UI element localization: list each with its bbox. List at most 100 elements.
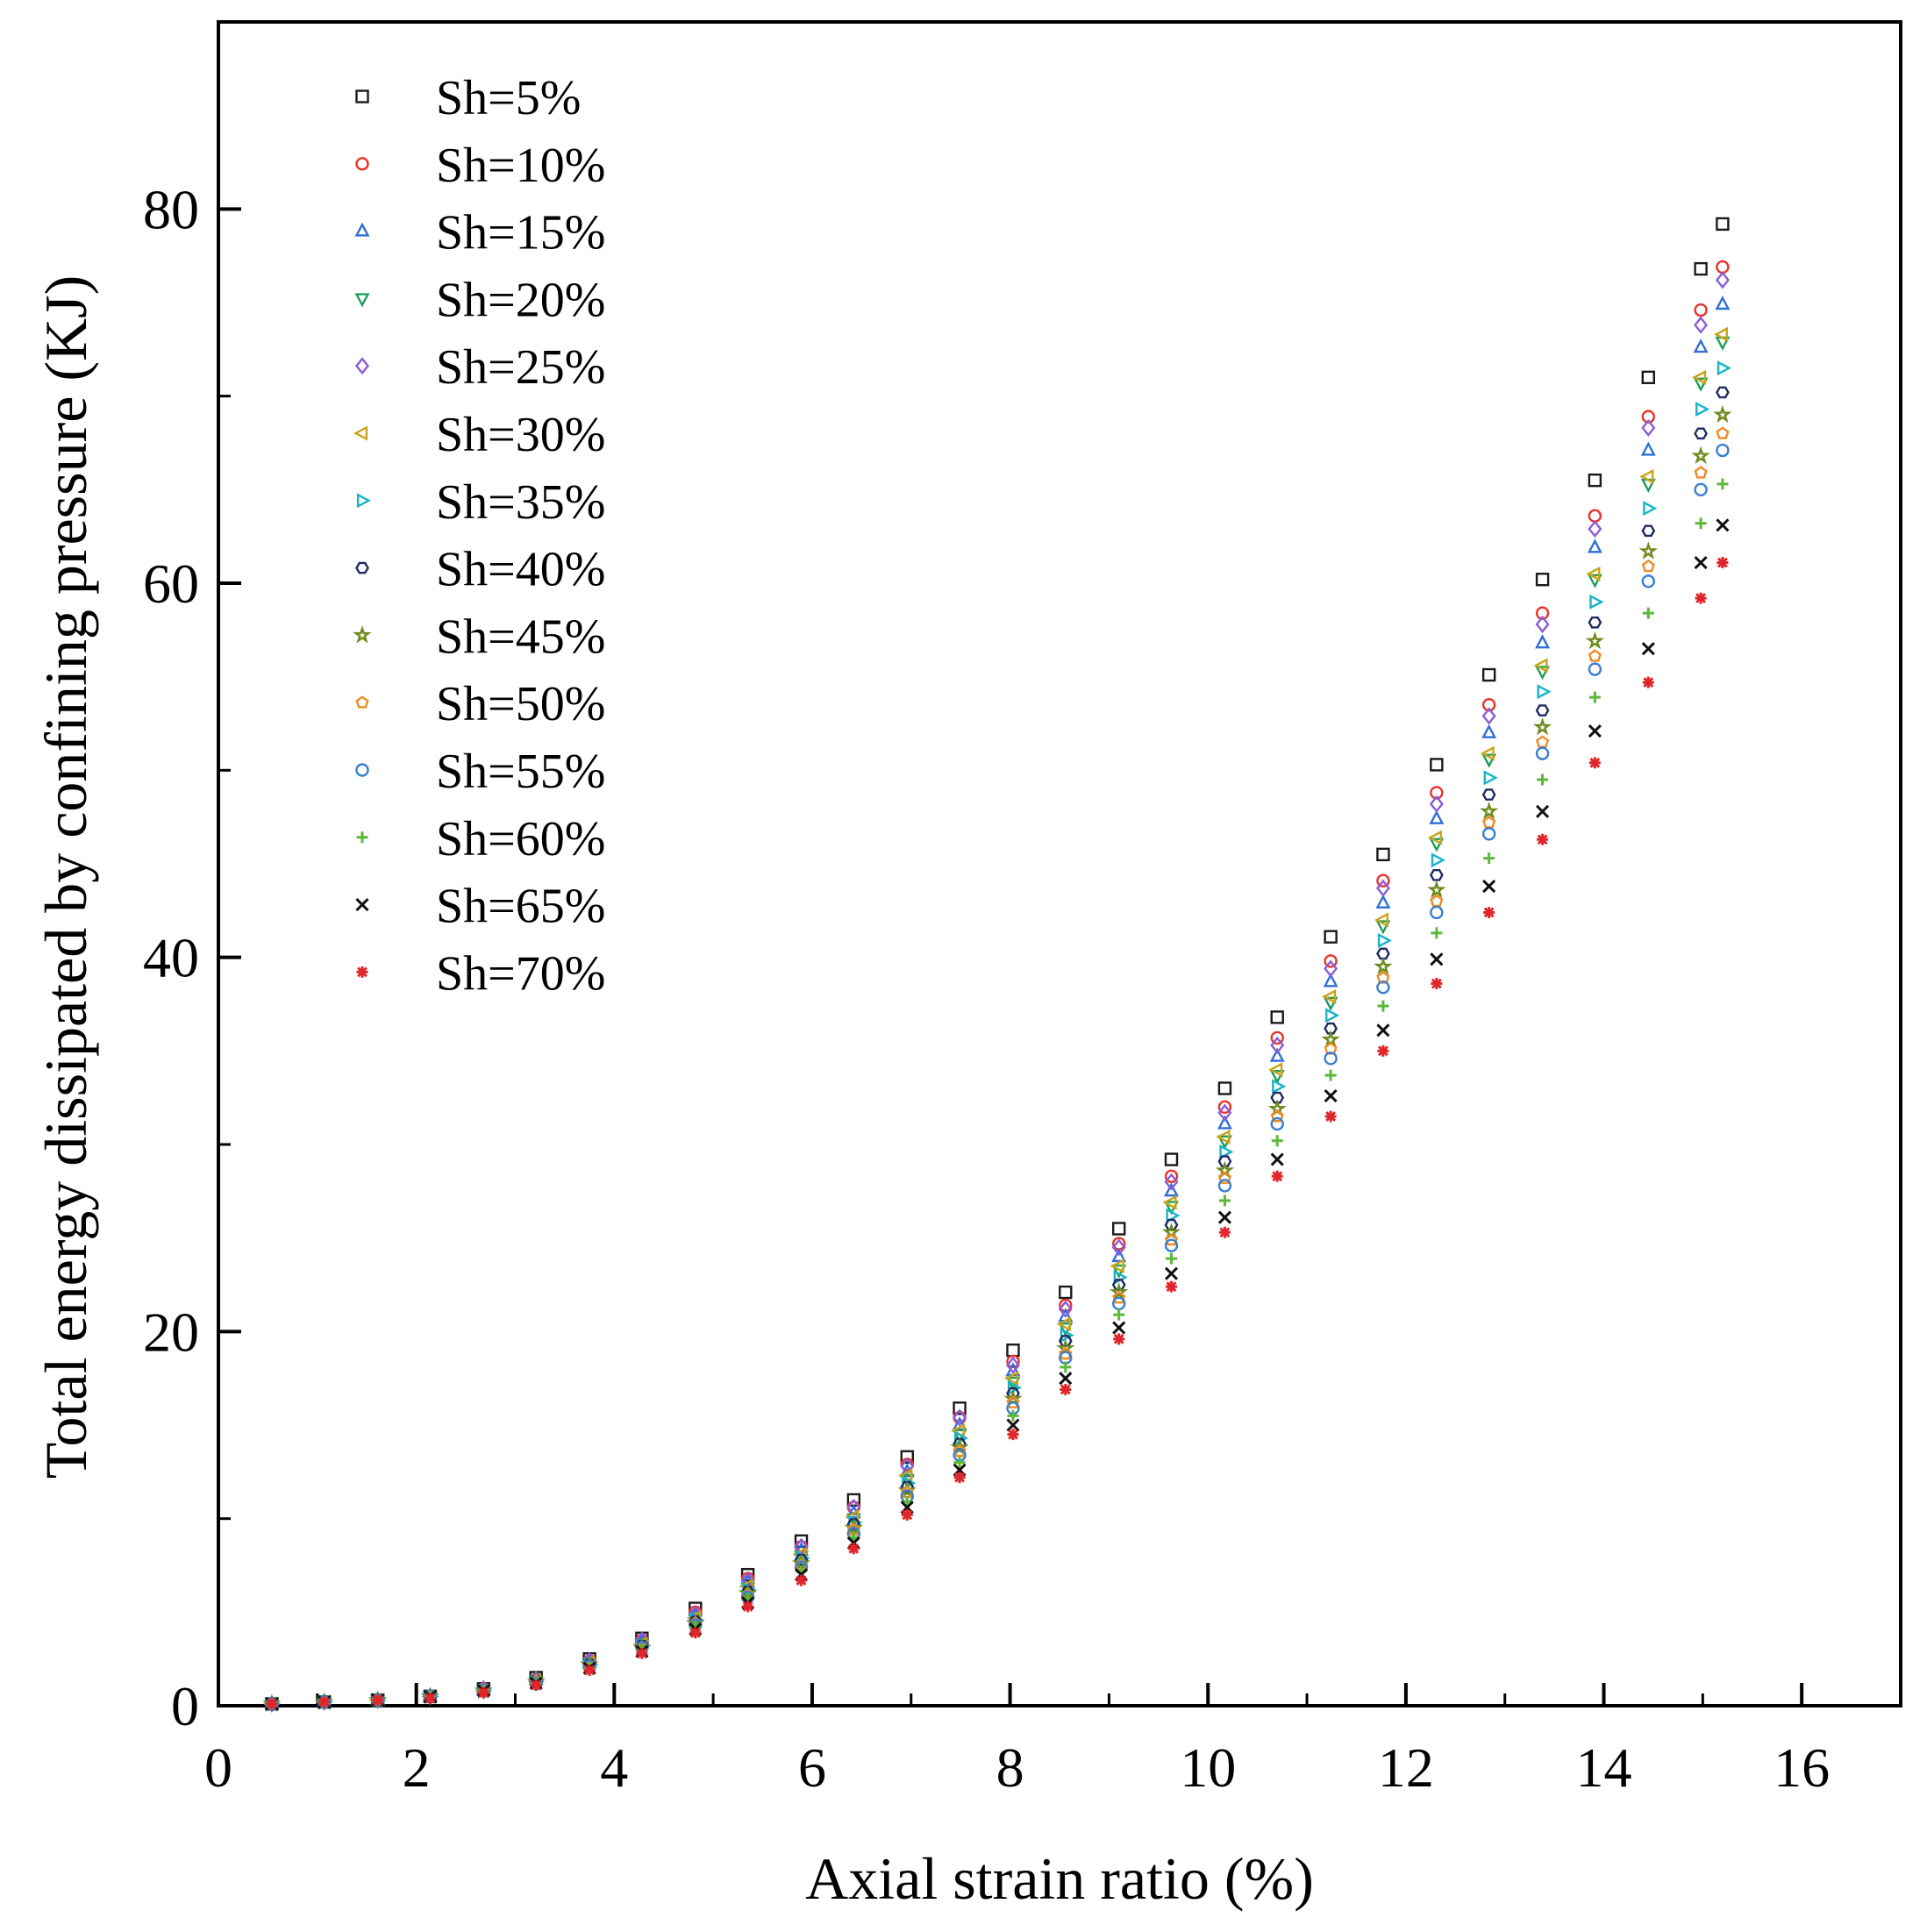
data-point bbox=[1713, 404, 1732, 424]
data-point bbox=[1692, 369, 1707, 385]
data-point bbox=[794, 1534, 809, 1548]
data-point bbox=[1271, 1135, 1283, 1147]
data-point bbox=[1216, 1129, 1231, 1144]
legend-label: Sh=35% bbox=[436, 475, 605, 530]
legend-item: Sh=10% bbox=[355, 139, 605, 193]
data-point bbox=[1694, 555, 1708, 570]
data-point bbox=[1716, 443, 1730, 458]
legend-label: Sh=15% bbox=[436, 206, 605, 260]
data-point bbox=[1268, 1062, 1283, 1078]
x-tick-label: 0 bbox=[204, 1736, 232, 1799]
legend-marker bbox=[354, 222, 370, 237]
legend-label: Sh=60% bbox=[436, 812, 605, 866]
data-point bbox=[1270, 1036, 1285, 1054]
data-point bbox=[1111, 1222, 1126, 1236]
data-point bbox=[1588, 691, 1601, 703]
data-point bbox=[1694, 482, 1708, 497]
data-point bbox=[742, 1600, 754, 1613]
data-point bbox=[1217, 1210, 1231, 1224]
data-point bbox=[1483, 906, 1495, 918]
data-point bbox=[1113, 1333, 1125, 1345]
data-point bbox=[1694, 261, 1708, 276]
legend: Sh=5% Sh=10% Sh=15% Sh=20% Sh=25% Sh=30% Sh=35… bbox=[353, 71, 605, 1001]
legend-marker bbox=[353, 625, 372, 644]
data-point bbox=[1218, 1226, 1231, 1238]
data-point bbox=[1480, 745, 1495, 761]
data-point bbox=[844, 1518, 864, 1536]
data-point bbox=[1111, 1238, 1126, 1257]
y-tick-label: 40 bbox=[143, 927, 199, 989]
data-point bbox=[266, 1698, 278, 1710]
data-point bbox=[689, 1627, 702, 1639]
data-point bbox=[1322, 988, 1337, 1004]
data-point bbox=[1374, 957, 1393, 975]
x-tick-label: 8 bbox=[996, 1736, 1024, 1799]
data-point bbox=[1376, 873, 1390, 888]
data-point bbox=[953, 1408, 967, 1427]
legend-label: Sh=25% bbox=[436, 340, 605, 395]
data-point bbox=[1272, 1079, 1287, 1094]
data-point bbox=[1587, 538, 1602, 553]
data-point bbox=[1640, 441, 1656, 456]
data-point bbox=[636, 1647, 648, 1659]
data-point bbox=[953, 1444, 967, 1458]
data-point bbox=[1325, 1008, 1340, 1023]
data-point bbox=[953, 1457, 966, 1469]
data-point bbox=[1481, 724, 1497, 738]
data-point bbox=[1535, 573, 1550, 587]
data-point bbox=[1060, 1328, 1074, 1344]
legend-label: Sh=30% bbox=[436, 408, 605, 462]
data-point bbox=[1715, 296, 1731, 310]
data-point bbox=[1375, 920, 1391, 935]
x-tick-label: 12 bbox=[1378, 1736, 1434, 1799]
data-point bbox=[318, 1696, 331, 1708]
data-point bbox=[1323, 996, 1338, 1011]
data-point bbox=[900, 1450, 914, 1464]
data-point bbox=[1058, 1300, 1073, 1318]
data-point bbox=[1694, 466, 1708, 479]
data-point bbox=[1639, 468, 1654, 484]
data-point bbox=[1324, 1022, 1338, 1035]
data-point bbox=[530, 1679, 542, 1692]
legend-label: Sh=10% bbox=[436, 139, 605, 193]
y-tick-label: 80 bbox=[143, 178, 199, 240]
data-point bbox=[1691, 446, 1710, 465]
data-point bbox=[1164, 1182, 1179, 1197]
legend-item: Sh=25% bbox=[354, 340, 605, 395]
legend-item: Sh=5% bbox=[355, 71, 581, 125]
data-point bbox=[1166, 1208, 1181, 1223]
data-point bbox=[1164, 1169, 1179, 1183]
legend-marker bbox=[356, 831, 368, 844]
series-14 bbox=[266, 557, 1729, 1710]
data-point bbox=[1694, 316, 1709, 334]
plot-frame-layer bbox=[217, 20, 1902, 1707]
data-point bbox=[1585, 631, 1605, 650]
data-point bbox=[1482, 880, 1496, 894]
y-axis-ticks: 0 20 40 60 80 bbox=[143, 178, 241, 1737]
data-point bbox=[1270, 1152, 1284, 1166]
data-point bbox=[1217, 1103, 1232, 1122]
legend-marker bbox=[355, 898, 369, 912]
data-point bbox=[1217, 1081, 1232, 1095]
legend-label: Sh=40% bbox=[436, 543, 605, 597]
data-point bbox=[1376, 847, 1390, 862]
x-tick-label: 14 bbox=[1576, 1736, 1632, 1799]
data-point bbox=[1430, 952, 1444, 966]
data-point bbox=[1588, 724, 1602, 738]
data-point bbox=[1110, 1282, 1129, 1301]
data-point bbox=[1716, 557, 1729, 569]
y-tick-label: 20 bbox=[143, 1301, 199, 1363]
data-point bbox=[1715, 271, 1730, 289]
data-point bbox=[1713, 326, 1728, 342]
data-point bbox=[1218, 1194, 1231, 1207]
data-point bbox=[1429, 838, 1445, 852]
data-point bbox=[1217, 1155, 1232, 1168]
data-point bbox=[1641, 574, 1656, 588]
data-point bbox=[1375, 879, 1390, 897]
x-axis-title: Axial strain ratio (%) bbox=[805, 1845, 1314, 1912]
data-point bbox=[1377, 1000, 1389, 1012]
x-tick-label: 16 bbox=[1774, 1736, 1830, 1799]
data-point bbox=[1535, 615, 1550, 633]
data-point bbox=[1269, 1047, 1285, 1062]
